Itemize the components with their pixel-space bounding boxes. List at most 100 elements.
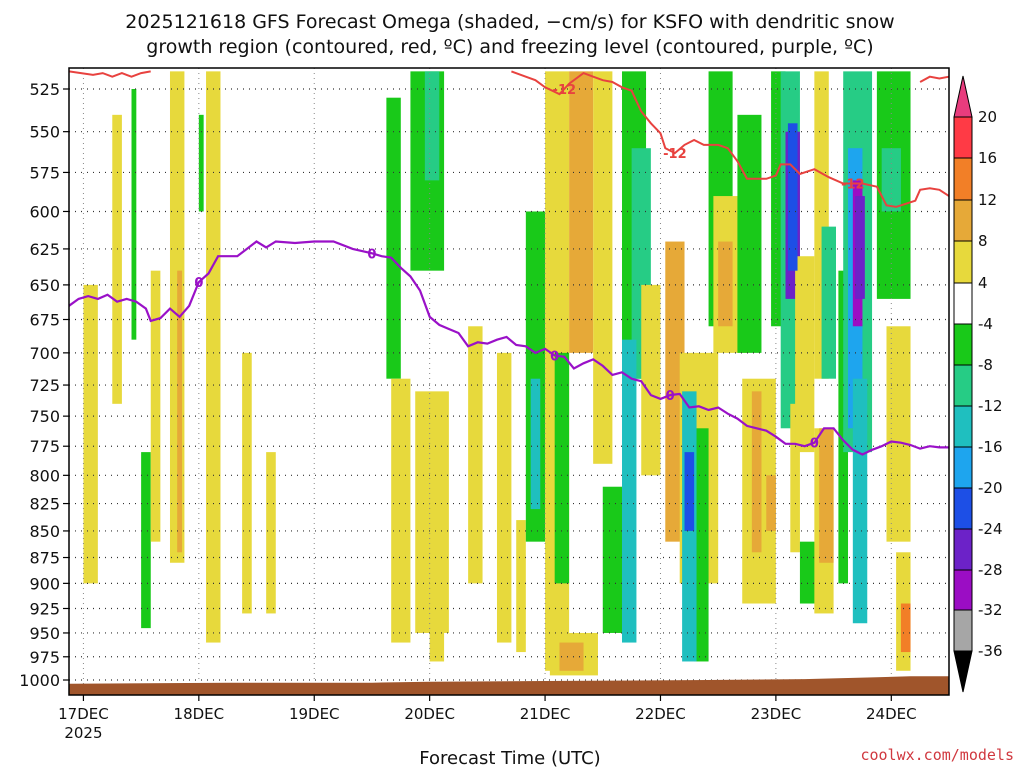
y-tick-label: 950 bbox=[29, 624, 60, 643]
colorbar-tick-label: -24 bbox=[978, 520, 1003, 538]
plot-frame bbox=[68, 67, 950, 696]
plot-area: -12 -12 -12 0 0 0 0 0 bbox=[68, 67, 950, 696]
chart-title-line-2: growth region (contoured, red, ºC) and f… bbox=[146, 36, 873, 58]
omega-cell bbox=[386, 97, 401, 379]
x-tick-label: 18DEC bbox=[174, 705, 225, 723]
colorbar-tick-label: 16 bbox=[978, 149, 997, 167]
colorbar-bin bbox=[953, 528, 973, 571]
omega-cell bbox=[819, 428, 834, 563]
omega-cell bbox=[468, 326, 483, 584]
x-tick-label: 20DEC bbox=[404, 705, 455, 723]
colorbar-tick-label: -16 bbox=[978, 438, 1003, 456]
omega-cell bbox=[131, 89, 137, 340]
omega-cell bbox=[694, 428, 709, 662]
omega-cell bbox=[900, 603, 911, 653]
omega-cell bbox=[141, 452, 151, 629]
omega-shading-strong bbox=[530, 123, 868, 662]
contours: -12 -12 -12 0 0 0 0 0 bbox=[68, 70, 950, 456]
colorbar-tick-label: -12 bbox=[978, 397, 1003, 415]
dendritic-contour-label: -12 bbox=[663, 147, 687, 162]
y-tick-label: 675 bbox=[29, 311, 60, 330]
omega-cell-strong bbox=[787, 123, 798, 271]
colorbar-tick-label: 12 bbox=[978, 191, 997, 209]
chart-title-line-1: 2025121618 GFS Forecast Omega (shaded, −… bbox=[125, 11, 894, 33]
ground-fill bbox=[69, 676, 949, 695]
freezing-contour-label: 0 bbox=[367, 247, 376, 262]
freezing-contour-label: 0 bbox=[810, 437, 819, 452]
y-tick-label: 725 bbox=[29, 376, 60, 395]
omega-cell bbox=[242, 352, 252, 614]
y-axis: 525 550 575 600 625 650 675 700 725 750 775 800 825 8… bbox=[19, 80, 69, 690]
x-axis-label: Forecast Time (UTC) bbox=[419, 748, 600, 768]
colorbar-bin bbox=[953, 609, 973, 652]
colorbar-extend-low bbox=[953, 650, 973, 693]
ground-layer bbox=[69, 676, 949, 695]
x-tick-label: 24DEC bbox=[866, 705, 917, 723]
freezing-contour-label: 0 bbox=[666, 389, 675, 404]
y-tick-label: 550 bbox=[29, 123, 60, 142]
x-tick-label: 22DEC bbox=[635, 705, 686, 723]
freezing-contour-label: 0 bbox=[550, 349, 559, 364]
x-tick-label: 21DEC bbox=[520, 705, 571, 723]
y-tick-label: 750 bbox=[29, 407, 60, 426]
omega-cell bbox=[516, 520, 526, 653]
colorbar-bin bbox=[953, 157, 973, 201]
y-tick-label: 900 bbox=[29, 574, 60, 593]
x-tick-label: 17DEC bbox=[58, 705, 109, 723]
dendritic-contour-line bbox=[68, 70, 151, 78]
omega-cell bbox=[641, 284, 661, 476]
omega-cell bbox=[266, 452, 276, 614]
omega-cell bbox=[112, 114, 122, 404]
x-tick-label: 23DEC bbox=[751, 705, 802, 723]
y-tick-label: 825 bbox=[29, 495, 60, 514]
y-tick-label: 575 bbox=[29, 163, 60, 182]
omega-cell bbox=[790, 403, 800, 553]
colorbar-tick-label: -32 bbox=[978, 601, 1003, 619]
dendritic-contour-label: -12 bbox=[553, 83, 577, 98]
omega-cell bbox=[177, 270, 183, 553]
omega-cell bbox=[83, 284, 98, 584]
colorbar: 20 16 12 8 4 -4 -8 -12 -16 -20 -24 -28 -32 -36 bbox=[953, 75, 1003, 693]
y-tick-label: 625 bbox=[29, 240, 60, 259]
omega-cell-strong bbox=[852, 378, 868, 624]
colorbar-tick-label: -20 bbox=[978, 479, 1003, 497]
omega-cell bbox=[554, 352, 570, 584]
omega-cell bbox=[391, 378, 411, 643]
colorbar-bin bbox=[953, 199, 973, 242]
omega-cell bbox=[424, 71, 440, 181]
omega-cell-strong bbox=[855, 196, 865, 299]
omega-cell bbox=[593, 71, 613, 464]
colorbar-tick-label: 20 bbox=[978, 108, 997, 126]
colorbar-tick-label: 8 bbox=[978, 232, 988, 250]
omega-cell bbox=[718, 241, 733, 327]
colorbar-tick-label: -28 bbox=[978, 561, 1003, 579]
omega-cell bbox=[751, 391, 762, 553]
omega-cell-strong bbox=[821, 226, 836, 379]
colorbar-bin bbox=[953, 364, 973, 407]
y-tick-label: 650 bbox=[29, 276, 60, 295]
colorbar-bin bbox=[953, 240, 973, 284]
omega-cell bbox=[429, 497, 445, 662]
y-tick-label: 600 bbox=[29, 202, 60, 221]
colorbar-bin bbox=[953, 487, 973, 530]
y-tick-label: 875 bbox=[29, 549, 60, 568]
omega-cell bbox=[198, 114, 204, 212]
colorbar-bin bbox=[953, 446, 973, 489]
omega-cell-strong bbox=[622, 339, 637, 643]
colorbar-bin bbox=[953, 282, 973, 325]
omega-cell bbox=[602, 486, 623, 633]
y-tick-label: 525 bbox=[29, 80, 60, 99]
omega-cell-strong bbox=[530, 378, 541, 510]
y-tick-label: 850 bbox=[29, 522, 60, 541]
colorbar-tick-label: -8 bbox=[978, 356, 993, 374]
credit-text[interactable]: coolwx.com/models bbox=[860, 746, 1014, 764]
omega-cell bbox=[881, 148, 901, 212]
y-tick-label: 800 bbox=[29, 466, 60, 485]
omega-cell bbox=[150, 270, 161, 542]
y-tick-label: 775 bbox=[29, 437, 60, 456]
y-tick-label: 975 bbox=[29, 648, 60, 667]
colorbar-extend-high bbox=[953, 75, 973, 118]
colorbar-bin bbox=[953, 569, 973, 611]
y-tick-label: 700 bbox=[29, 344, 60, 363]
